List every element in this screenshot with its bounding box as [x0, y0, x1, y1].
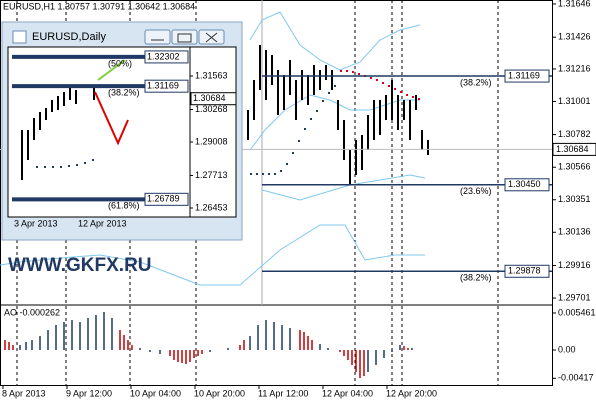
- inset-x-tick-label: 12 Apr 2013: [78, 218, 127, 228]
- x-tick-label: 12 Apr 04:00: [322, 388, 373, 398]
- fib-label: (38.2%): [460, 273, 492, 283]
- x-tick-label: 10 Apr 20:00: [194, 388, 245, 398]
- inset-level-box: [144, 79, 189, 93]
- level-label: 1.30450: [508, 179, 541, 189]
- inset-current-label: 1.30684: [193, 93, 226, 103]
- minimize-button[interactable]: [144, 29, 171, 45]
- ao-bars: [4, 312, 413, 378]
- level-label: 1.31169: [508, 70, 540, 80]
- y-tick-label: 1.31426: [558, 32, 591, 42]
- button-glyphs: [151, 32, 218, 43]
- inset-y-tick-label: 1.31563: [195, 70, 228, 80]
- sar-dots-red: [340, 70, 420, 100]
- x-tick-label: 8 Apr 2013: [2, 388, 46, 398]
- level-label: 1.29878: [508, 266, 541, 276]
- ao-tick-label: -0.00417: [558, 373, 594, 383]
- inset-current-box: [190, 92, 237, 106]
- inset-y-tick-label: 1.29008: [195, 136, 228, 146]
- level-box: [504, 264, 550, 278]
- fib-label: (23.6%): [460, 186, 492, 196]
- level-box: [504, 69, 550, 83]
- plot-frame: [0, 0, 553, 386]
- inset-y-tick-label: 1.26453: [195, 202, 228, 212]
- y-tick-label: 1.31216: [558, 63, 591, 73]
- inset-level-box: [144, 50, 189, 64]
- inset-level-label: 1.31169: [147, 81, 179, 91]
- chart-header: EURUSD,H1 1.30757 1.30791 1.30642 1.3068…: [3, 1, 195, 11]
- bollinger-bands: [0, 11, 426, 286]
- inset-sar: [36, 159, 94, 168]
- inset-x-tick-label: 3 Apr 2013: [14, 218, 58, 228]
- level-box: [504, 178, 550, 192]
- y-tick-label: 1.30566: [558, 162, 591, 172]
- inset-fib-line-up: [97, 59, 126, 81]
- inset-fib-line: [94, 91, 129, 146]
- window-icon: [12, 30, 27, 44]
- watermark: WWW.GKFX.RU: [8, 255, 152, 276]
- inset-candles: [21, 88, 95, 180]
- inset-level-label: 1.26789: [147, 194, 180, 204]
- x-tick-label: 9 Apr 12:00: [66, 388, 112, 398]
- y-tick-label: 1.30136: [558, 227, 591, 237]
- y-tick-label: 1.29916: [558, 260, 591, 270]
- inset-fib-label: (38.2%): [108, 88, 140, 98]
- ao-tick-label: 0.005461: [558, 307, 596, 317]
- y-tick-label: 1.31001: [558, 96, 591, 106]
- indicator-title: AO -0.000262: [4, 307, 60, 317]
- candles: [247, 45, 429, 185]
- x-tick-label: 10 Apr 04:00: [130, 388, 181, 398]
- y-tick-label: 1.29701: [558, 292, 591, 302]
- x-tick-label: 11 Apr 12:00: [258, 388, 308, 398]
- inset-y-tick-label: 1.27713: [195, 170, 228, 180]
- inset-level-box: [144, 192, 189, 206]
- y-tick-label: 1.31646: [558, 0, 591, 8]
- current-price-label: 1.30684: [556, 144, 589, 154]
- inset-title: EURUSD,Daily: [32, 31, 106, 43]
- y-tick-label: 1.30351: [558, 194, 591, 204]
- current-price-box: [552, 142, 596, 156]
- inset-level-label: 1.32302: [147, 51, 180, 61]
- y-tick-label: 1.30782: [558, 129, 591, 139]
- inset-window: EURUSD,Daily 1.31563 1.30268 1.29008 1.2771…: [1, 21, 243, 241]
- inset-y-tick-label: 1.30268: [195, 104, 228, 114]
- fib-label: (38.2%): [460, 77, 492, 87]
- inset-fib-label: (50%): [108, 58, 132, 68]
- inset-fib-label: (61.8%): [108, 201, 140, 211]
- x-tick-label: 12 Apr 20:00: [386, 388, 437, 398]
- ao-tick-label: 0.00: [558, 344, 576, 354]
